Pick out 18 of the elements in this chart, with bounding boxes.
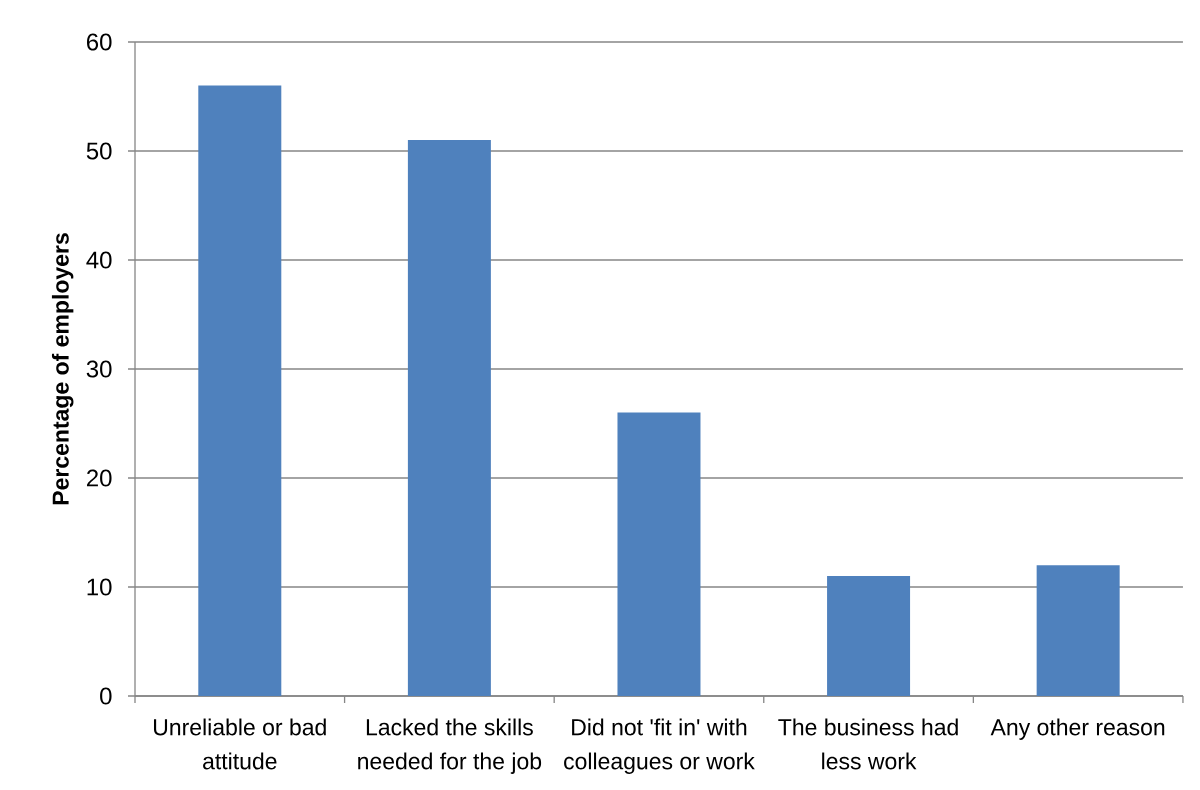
x-tick-label: Any other reason — [990, 718, 1165, 740]
x-tick-label: Did not 'fit in' with colleagues or work — [564, 718, 755, 774]
x-tick-label: Unreliable or bad attitude — [154, 718, 326, 770]
y-tick-label: 40 — [86, 251, 112, 269]
y-tick-label: 0 — [100, 687, 112, 705]
bar — [1036, 565, 1120, 697]
bar — [198, 85, 282, 697]
y-tick-label: 60 — [87, 33, 112, 51]
x-tick-label: Lacked the skills needed for the job — [358, 718, 542, 774]
bar — [827, 576, 911, 697]
x-tick-label: The business had less work — [778, 718, 958, 770]
bar — [407, 140, 491, 697]
y-tick-label: 30 — [86, 360, 112, 378]
y-tick-label: 50 — [86, 142, 112, 160]
y-tick-label: 10 — [87, 578, 112, 596]
bar — [617, 412, 701, 697]
y-axis-title: Percentage of employers — [51, 233, 74, 505]
y-tick-label: 20 — [86, 469, 112, 487]
